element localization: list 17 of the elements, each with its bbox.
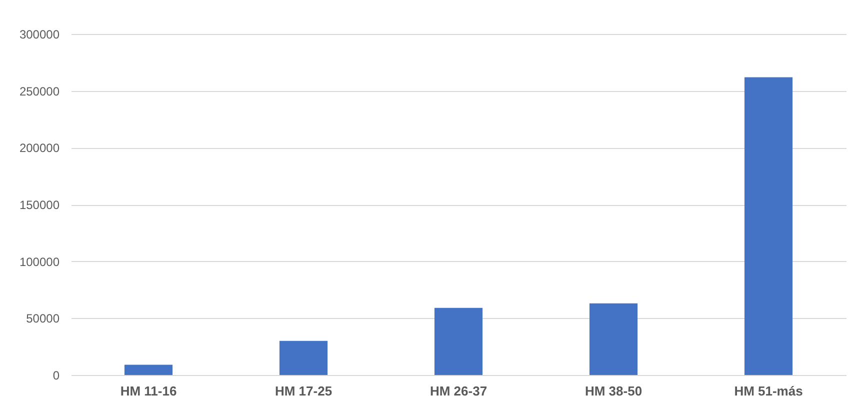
bar (124, 364, 173, 375)
x-tick-label: HM 38-50 (584, 384, 642, 398)
x-tick-label: HM 11-16 (120, 384, 177, 398)
bar (434, 308, 483, 375)
bar (589, 303, 638, 375)
bar (744, 77, 793, 375)
y-tick-label: 250000 (19, 84, 60, 98)
x-tick-label: HM 17-25 (274, 384, 332, 398)
y-tick-label: 150000 (19, 198, 60, 212)
y-tick-label: 50000 (26, 312, 60, 326)
y-tick-label: 200000 (19, 141, 60, 156)
x-tick-label: HM 51-más (734, 384, 803, 398)
y-tick-label: 100000 (19, 254, 60, 269)
x-tick-label: HM 26-37 (430, 384, 488, 398)
y-tick-label: 0 (52, 368, 60, 382)
bar (279, 340, 328, 375)
y-tick-label: 300000 (19, 28, 60, 42)
